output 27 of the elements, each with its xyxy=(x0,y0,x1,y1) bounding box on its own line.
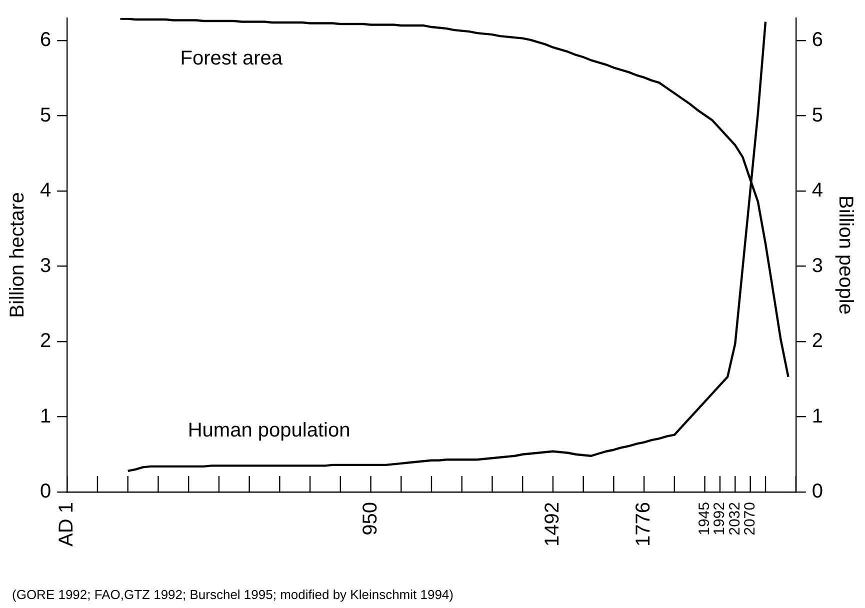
y2-tick-label: 6 xyxy=(812,29,823,52)
series-label: Forest area xyxy=(180,47,284,70)
x-tick-label: 1992 xyxy=(711,502,728,536)
y2-tick-label: 0 xyxy=(812,480,823,503)
x-tick-label: 2032 xyxy=(726,502,744,536)
x-tick-label: 1776 xyxy=(632,502,655,546)
x-tick-label: 2070 xyxy=(741,502,758,536)
y2-tick-label: 2 xyxy=(812,330,823,352)
y-axis-title: Billion hectare xyxy=(6,192,29,318)
y-tick-label: 2 xyxy=(40,330,52,352)
y-tick-label: 5 xyxy=(40,104,52,126)
series-label: Human population xyxy=(188,419,350,442)
y-tick-label: 1 xyxy=(40,405,52,428)
x-tick-label: AD 1 xyxy=(56,502,78,546)
y-tick-label: 0 xyxy=(40,480,52,503)
y-tick-label: 6 xyxy=(40,29,52,52)
y-tick-label: 3 xyxy=(40,254,52,277)
x-tick-label: 1492 xyxy=(541,502,564,546)
y2-tick-label: 5 xyxy=(812,104,823,126)
y-tick-label: 4 xyxy=(40,180,52,202)
y2-tick-label: 1 xyxy=(812,405,823,428)
y2-tick-label: 4 xyxy=(812,180,823,202)
x-tick-label: 1945 xyxy=(696,502,713,536)
y2-tick-label: 3 xyxy=(812,254,823,277)
x-tick-label: 950 xyxy=(359,502,382,536)
y2-axis-title: Billion people xyxy=(834,196,856,314)
text: (GORE 1992; FAO,GTZ 1992; Burschel 1995; modified by Kleinschmit 1994) xyxy=(12,587,454,602)
